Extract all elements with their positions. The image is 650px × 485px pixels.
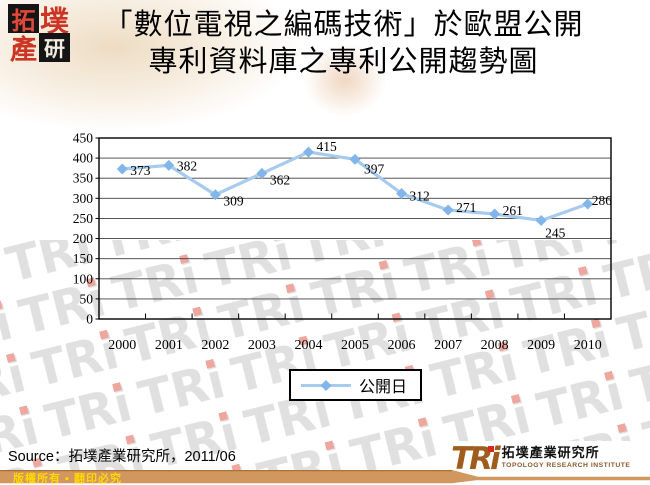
x-axis-ticks xyxy=(98,313,612,319)
svg-text:362: 362 xyxy=(270,172,290,187)
svg-text:2005: 2005 xyxy=(341,338,369,353)
svg-text:2006: 2006 xyxy=(388,338,416,353)
tri-brand-logo: TRi 拓墣產業研究所 TOPOLOGY RESEARCH INSTITUTE xyxy=(451,443,630,476)
svg-text:312: 312 xyxy=(410,189,430,204)
chart-legend: 公開日 xyxy=(289,369,422,401)
logo-char-yan: 研 xyxy=(39,33,70,62)
logo-char-tuo: 拓 xyxy=(8,4,39,35)
svg-text:2008: 2008 xyxy=(481,338,509,353)
tri-name-english: TOPOLOGY RESEARCH INSTITUTE xyxy=(501,462,631,469)
svg-text:2001: 2001 xyxy=(155,338,183,353)
source-note: Source：拓墣產業研究所，2011/06 xyxy=(8,449,236,465)
svg-text:397: 397 xyxy=(364,161,385,176)
svg-text:2004: 2004 xyxy=(294,338,322,353)
svg-text:50: 50 xyxy=(80,291,94,306)
svg-text:2007: 2007 xyxy=(434,338,462,353)
tri-corner-logo: 拓 墣 產 研 xyxy=(8,3,70,66)
svg-text:373: 373 xyxy=(130,163,151,178)
svg-text:100: 100 xyxy=(73,271,94,286)
tri-logo-background xyxy=(447,441,650,477)
svg-text:2003: 2003 xyxy=(248,338,276,353)
svg-text:400: 400 xyxy=(73,151,94,166)
data-labels: 373 382 309 362 415 397 312 271 261 245 286 xyxy=(130,139,612,240)
svg-text:415: 415 xyxy=(316,139,337,154)
logo-char-chan: 產 xyxy=(10,35,37,66)
svg-text:271: 271 xyxy=(456,200,476,215)
svg-text:245: 245 xyxy=(545,225,566,240)
page-title-line1: 「數位電視之編碼技術」於歐盟公開 xyxy=(103,7,584,41)
tri-wordmark: TRi xyxy=(451,441,501,477)
background-map-blotch xyxy=(0,0,300,130)
tri-name-chinese: 拓墣產業研究所 xyxy=(501,446,600,461)
x-axis-labels: 2000 2001 2002 2003 2004 2005 2006 2007 2008 2009… xyxy=(108,338,601,353)
svg-text:150: 150 xyxy=(73,251,94,266)
svg-text:382: 382 xyxy=(177,158,197,173)
svg-text:450: 450 xyxy=(73,131,94,146)
legend-marker-icon xyxy=(301,379,351,391)
svg-text:2000: 2000 xyxy=(108,338,136,353)
series-markers xyxy=(116,146,594,226)
svg-text:2009: 2009 xyxy=(527,338,555,353)
page-title-line2: 專利資料庫之專利公開趨勢圖 xyxy=(148,44,539,78)
svg-text:0: 0 xyxy=(86,312,93,327)
svg-text:286: 286 xyxy=(592,193,613,208)
svg-text:309: 309 xyxy=(223,194,244,209)
y-axis-labels: 0 50 100 150 200 250 300 350 400 450 xyxy=(73,131,94,327)
svg-text:350: 350 xyxy=(73,171,94,186)
plot-frame xyxy=(98,137,612,320)
legend-series-label: 公開日 xyxy=(359,377,408,396)
svg-text:300: 300 xyxy=(73,191,94,206)
page-title: 「數位電視之編碼技術」於歐盟公開 專利資料庫之專利公開趨勢圖 xyxy=(45,6,642,80)
svg-text:250: 250 xyxy=(73,211,94,226)
background-map-blotch-small xyxy=(300,40,390,120)
svg-text:261: 261 xyxy=(503,203,523,218)
svg-text:2010: 2010 xyxy=(574,338,602,353)
svg-text:200: 200 xyxy=(73,231,94,246)
copyright-notice: 版權所有 ▪ 翻印必究 xyxy=(13,473,123,485)
svg-text:2002: 2002 xyxy=(201,338,229,353)
footer-bar xyxy=(0,470,650,484)
logo-char-pu: 墣 xyxy=(39,3,69,38)
